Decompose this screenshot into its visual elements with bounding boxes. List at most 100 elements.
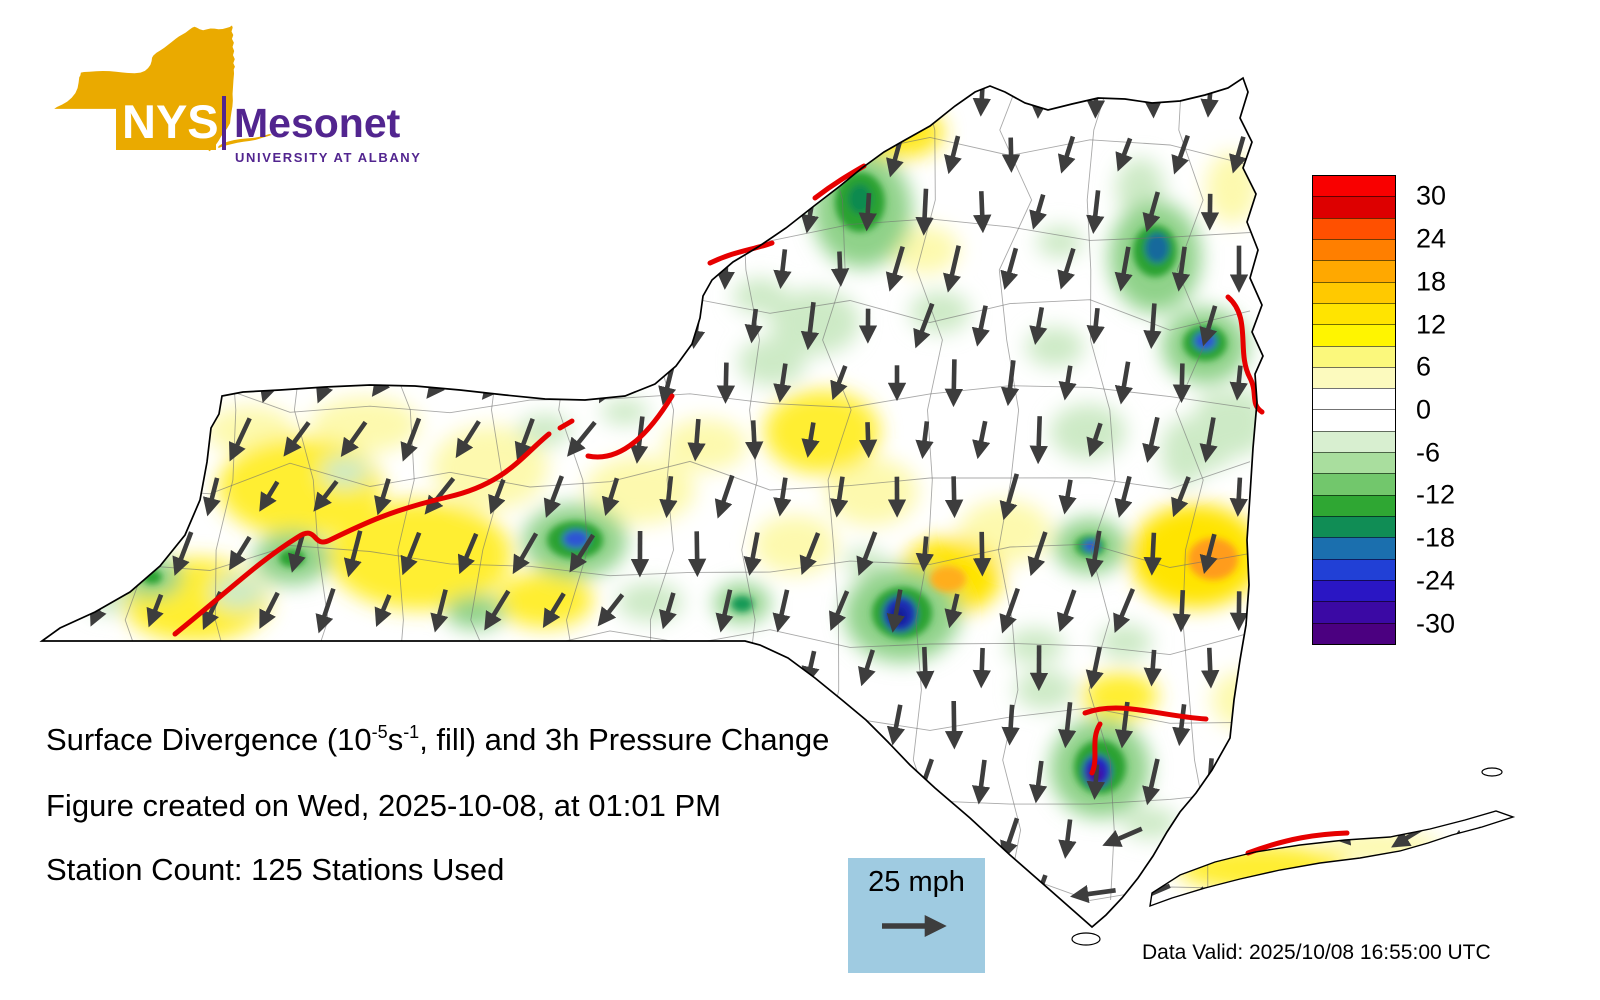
wind-arrow: [1355, 885, 1402, 904]
wind-arrow: [1229, 365, 1248, 401]
wind-arrow: [1058, 365, 1077, 401]
wind-arrow: [86, 249, 111, 287]
wind-arrow: [458, 192, 478, 231]
wind-arrow: [116, 535, 135, 573]
wind-arrow: [1029, 416, 1048, 465]
wind-arrow: [858, 760, 878, 804]
wind-arrow: [55, 194, 83, 227]
wind-arrow: [1143, 78, 1163, 119]
wind-arrow: [483, 817, 511, 859]
colorbar-cell: [1313, 388, 1395, 410]
wind-arrow: [283, 421, 311, 457]
wind-arrow: [1498, 827, 1513, 848]
wind-arrow: [1027, 531, 1048, 577]
wind-arrow: [1086, 78, 1106, 119]
wind-arrow: [569, 878, 595, 912]
pressure-contour: [1082, 705, 1209, 722]
wind-arrow: [1142, 191, 1161, 233]
wind-arrow: [1520, 704, 1528, 739]
wind-arrow: [543, 475, 564, 518]
wind-arrow: [89, 365, 108, 401]
wind-arrow: [915, 536, 934, 572]
colorbar-cell: [1313, 217, 1395, 239]
wind-arrow: [1000, 360, 1020, 407]
wind-speed-legend: 25 mph: [848, 858, 985, 973]
wind-arrow: [145, 247, 164, 291]
nys-mesonet-logo: NYS Mesonet UNIVERSITY AT ALBANY: [50, 10, 470, 190]
wind-arrow: [999, 473, 1020, 521]
wind-arrow: [400, 417, 422, 462]
wind-arrow: [345, 194, 363, 230]
wind-reference-arrow: [881, 915, 947, 937]
wind-arrow: [744, 875, 763, 917]
wind-arrow: [451, 647, 484, 687]
logo-university-text: UNIVERSITY AT ALBANY: [235, 150, 422, 165]
pressure-contour: [1225, 294, 1265, 415]
wind-arrow: [1256, 78, 1275, 121]
wind-arrow: [744, 648, 764, 688]
wind-arrow: [1102, 826, 1143, 847]
wind-arrow: [1142, 416, 1161, 463]
wind-arrow: [259, 818, 279, 859]
colorbar-cell: [1313, 366, 1395, 389]
divergence-blob: [663, 419, 747, 471]
wind-arrow: [259, 591, 280, 629]
wind-arrow: [1000, 817, 1020, 860]
wind-arrow: [630, 306, 649, 346]
colorbar-cell: [1313, 601, 1395, 623]
wind-arrow: [342, 650, 367, 684]
wind-arrow: [112, 419, 140, 459]
colorbar-tick-label: 18: [1416, 266, 1447, 297]
wind-arrow: [488, 478, 506, 515]
wind-arrow: [944, 593, 963, 629]
station-count-line: Station Count: 125 Stations Used: [46, 852, 505, 887]
wind-arrow: [1086, 190, 1105, 234]
wind-arrow: [915, 421, 934, 459]
wind-arrow: [1056, 589, 1077, 632]
wind-arrow: [286, 305, 308, 346]
wind-arrow: [1286, 365, 1305, 401]
wind-arrow: [1485, 647, 1505, 689]
wind-arrow: [943, 135, 962, 175]
colorbar-tick-label: 0: [1416, 394, 1432, 425]
fishers-island: [1481, 767, 1503, 777]
wind-arrow: [1029, 193, 1047, 230]
wind-arrow: [1058, 701, 1077, 749]
wind-arrow: [773, 477, 792, 517]
wind-arrow: [1172, 363, 1192, 404]
wind-arrow: [259, 480, 280, 512]
wind-arrow: [972, 647, 992, 689]
wind-arrow: [487, 249, 508, 287]
county-line: [1086, 78, 1117, 901]
title-text: Surface Divergence (10: [46, 722, 372, 757]
wind-arrow: [287, 534, 306, 573]
wind-arrow: [1114, 246, 1133, 292]
wind-arrow: [56, 649, 82, 685]
wind-arrow: [512, 532, 539, 575]
wind-arrow: [1314, 764, 1333, 800]
wind-arrow: [146, 366, 164, 400]
wind-arrow: [60, 421, 79, 458]
wind-arrow: [343, 530, 363, 578]
wind-arrow: [858, 649, 876, 687]
wind-arrow: [1086, 422, 1104, 457]
wind-arrow: [972, 420, 991, 460]
colorbar-tick-label: -24: [1416, 565, 1456, 596]
wind-arrow: [1369, 645, 1391, 690]
wind-arrow: [659, 592, 677, 630]
wind-arrow: [1199, 305, 1218, 347]
wind-arrow: [943, 245, 961, 293]
colorbar-cell: [1313, 558, 1395, 580]
divergence-blob: [770, 289, 860, 355]
wind-arrow: [1229, 477, 1248, 517]
wind-arrow: [286, 190, 309, 232]
wind-arrow: [172, 531, 194, 576]
wind-arrow: [1342, 134, 1361, 176]
divergence-blob: [764, 390, 880, 474]
figure-title: Surface Divergence (10-5s-1, fill) and 3…: [46, 722, 829, 758]
wind-arrow: [830, 251, 850, 287]
wind-arrow: [400, 648, 423, 686]
wind-arrow: [400, 531, 422, 576]
wind-arrow: [1257, 303, 1276, 349]
wind-arrow: [598, 361, 624, 404]
